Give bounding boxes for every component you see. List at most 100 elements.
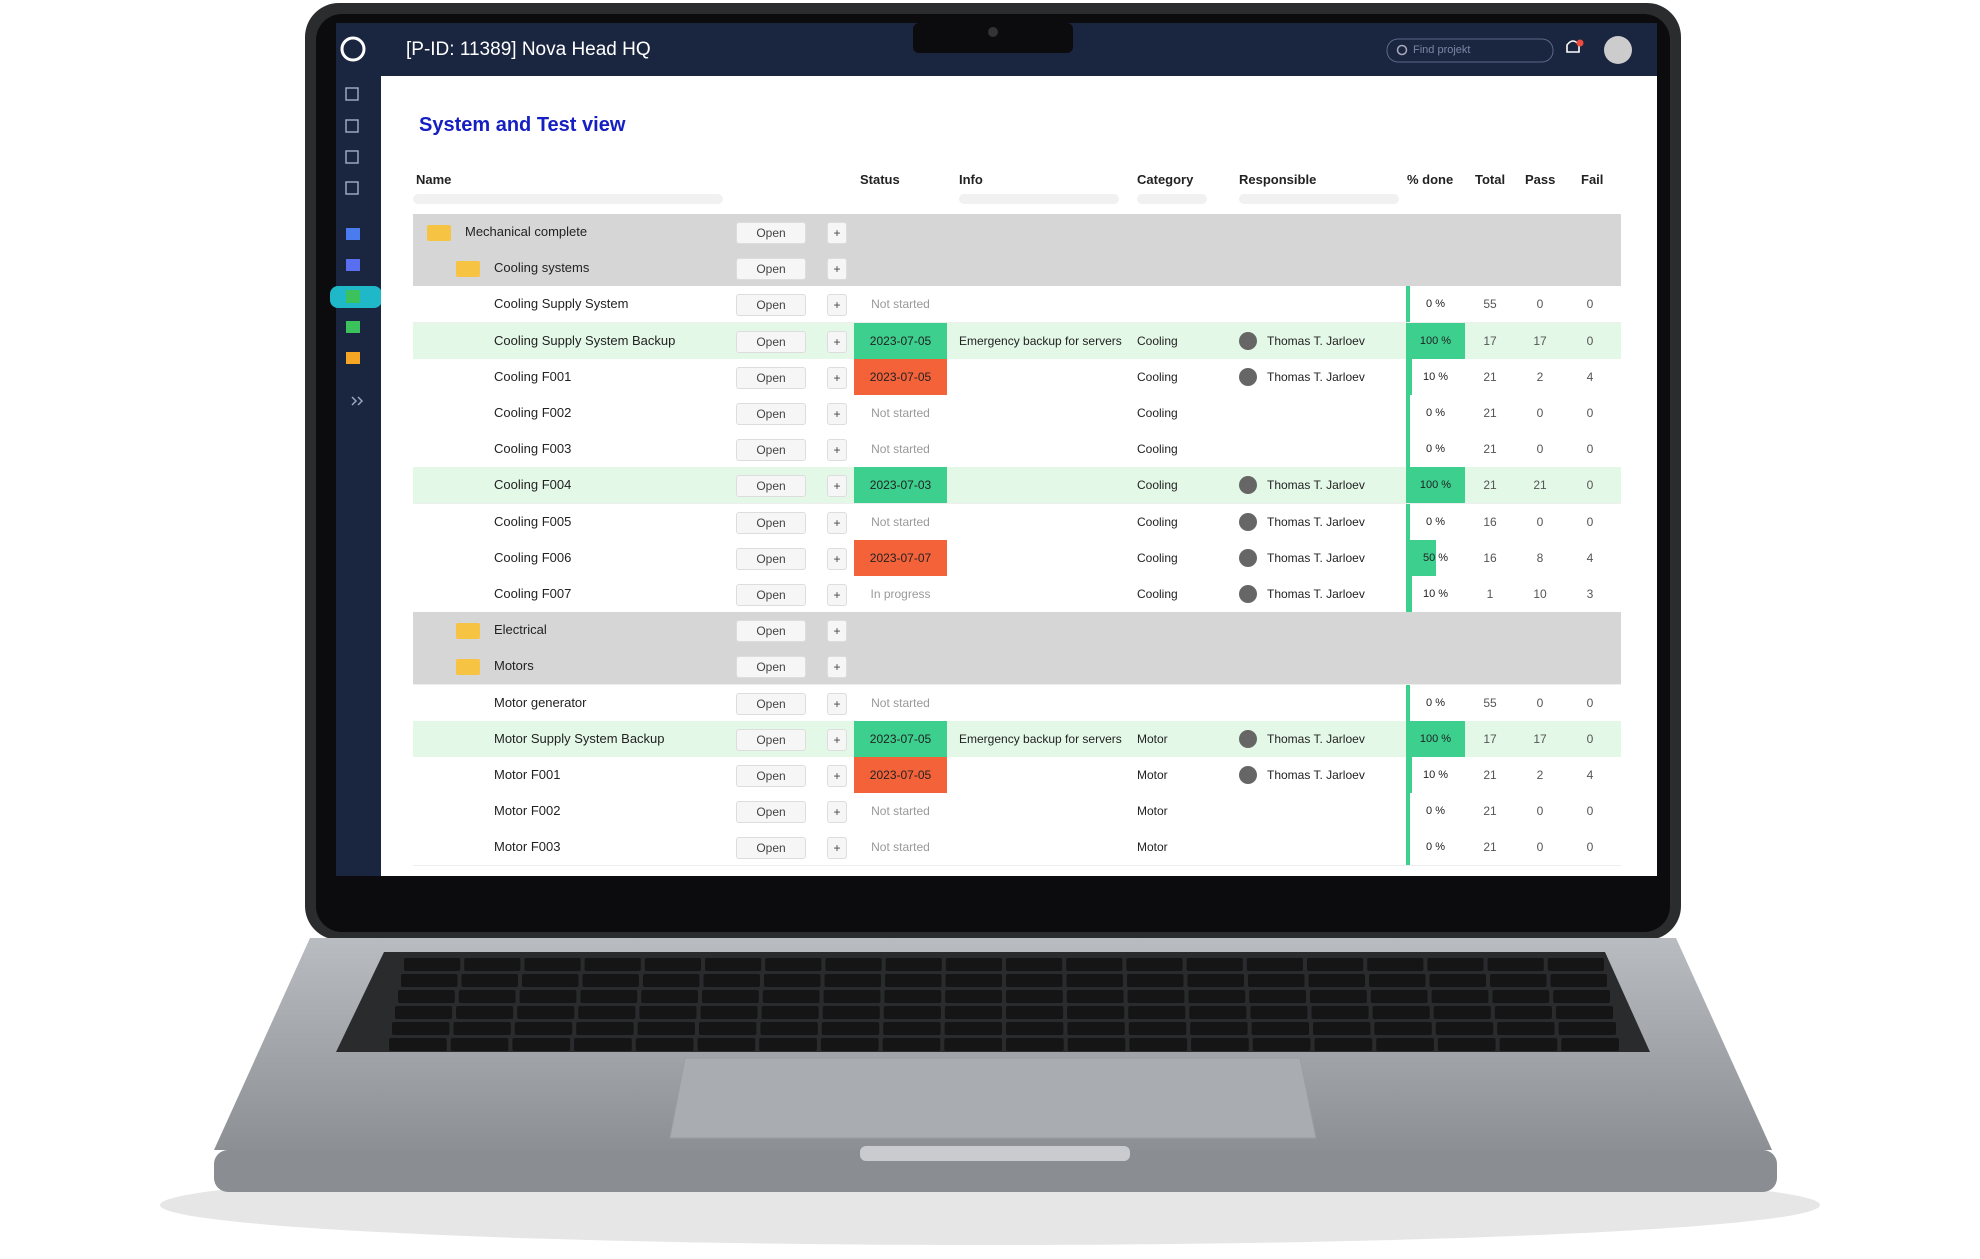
row-name[interactable]: Cooling F007 (494, 586, 572, 601)
add-button[interactable]: + (827, 403, 847, 425)
key (1372, 1006, 1430, 1019)
add-button[interactable]: + (827, 656, 847, 679)
open-button[interactable]: Open (736, 801, 806, 824)
key (1437, 1038, 1496, 1051)
done-cell: 100 % (1406, 720, 1465, 757)
column-filter[interactable] (1137, 194, 1207, 204)
open-button[interactable]: Open (736, 656, 806, 679)
column-filter[interactable] (959, 194, 1119, 204)
open-button[interactable]: Open (736, 439, 806, 462)
row-name[interactable]: Cooling systems (494, 260, 590, 276)
key (404, 958, 461, 971)
key (883, 1006, 941, 1019)
add-button[interactable]: + (827, 222, 847, 244)
row-name[interactable]: Cooling F001 (494, 368, 572, 384)
row-name[interactable]: Cooling F004 (494, 477, 572, 493)
row-name[interactable]: Cooling Supply System Backup (494, 332, 676, 348)
key (1126, 958, 1183, 971)
row-name[interactable]: Motor Supply System Backup (494, 730, 665, 746)
pass: 0 (1536, 442, 1544, 457)
row-name[interactable]: Mechanical complete (465, 224, 588, 239)
row-name[interactable]: Cooling F002 (494, 405, 572, 420)
key (637, 1022, 695, 1035)
open-button[interactable]: Open (736, 330, 806, 353)
key (1561, 1038, 1619, 1051)
category: Motor (1137, 804, 1168, 819)
row-name[interactable]: Motors (494, 658, 534, 674)
add-button[interactable]: + (827, 366, 847, 389)
open-button[interactable]: Open (736, 692, 806, 715)
status: Not started (871, 406, 930, 420)
key (759, 1038, 817, 1051)
search-box[interactable]: Find projekt (1413, 44, 1470, 56)
info: Emergency backup for servers (959, 333, 1122, 348)
done-bar (1406, 793, 1410, 830)
column-filter[interactable] (1239, 194, 1399, 204)
responsible: Thomas T. Jarloev (1267, 514, 1365, 529)
key (1553, 990, 1610, 1003)
open-button[interactable]: Open (736, 765, 806, 787)
column-filter[interactable] (413, 194, 723, 204)
open-button[interactable]: Open (736, 511, 806, 534)
done-label: 0 % (1426, 407, 1445, 419)
row-name[interactable]: Motor F001 (494, 767, 561, 782)
category: Motor (1137, 768, 1168, 782)
key (461, 974, 518, 987)
key (1499, 1038, 1558, 1051)
open-button[interactable]: Open (736, 837, 806, 860)
done-cell: 100 % (1406, 467, 1465, 504)
system-row: Cooling Supply System Backup Open +2023-07… (413, 322, 1621, 360)
add-button[interactable]: + (827, 837, 847, 860)
add-button[interactable]: + (827, 620, 847, 643)
key (1067, 1006, 1125, 1019)
row-name[interactable]: Cooling Supply System (494, 296, 629, 312)
open-button[interactable]: Open (736, 403, 806, 425)
open-button[interactable]: Open (736, 366, 806, 389)
open-button[interactable]: Open (736, 475, 806, 498)
category: Cooling (1137, 333, 1178, 348)
key (1307, 958, 1364, 971)
category: Cooling (1137, 587, 1178, 601)
category: Cooling (1137, 478, 1178, 493)
row-name[interactable]: Motor F002 (494, 803, 561, 819)
add-button[interactable]: + (827, 547, 847, 570)
key (1066, 990, 1124, 1003)
row-name[interactable]: Motor generator (494, 694, 587, 710)
done-label: 100 % (1419, 334, 1452, 347)
row-name[interactable]: Electrical (494, 622, 547, 638)
open-button[interactable]: Open (736, 294, 806, 317)
open-button[interactable]: Open (736, 584, 806, 606)
folder-row: Cooling systems Open + (413, 250, 1621, 288)
add-button[interactable]: + (827, 584, 847, 606)
add-button[interactable]: + (827, 511, 847, 534)
add-button[interactable]: + (827, 439, 847, 462)
row-name[interactable]: Cooling F003 (494, 441, 572, 457)
key (524, 958, 581, 971)
add-button[interactable]: + (827, 475, 847, 498)
done-label: 10 % (1422, 370, 1449, 383)
open-button[interactable]: Open (736, 258, 806, 281)
open-button[interactable]: Open (736, 222, 806, 244)
avatar (1239, 367, 1257, 386)
key (1369, 974, 1426, 987)
add-button[interactable]: + (827, 294, 847, 317)
pass: 0 (1536, 804, 1544, 819)
row-name[interactable]: Cooling F005 (494, 513, 572, 529)
open-button[interactable]: Open (736, 728, 806, 751)
row-name[interactable]: Motor F003 (494, 839, 561, 855)
system-row: Cooling F002 Open + Not started Cooling 0 % 21… (413, 395, 1621, 432)
add-button[interactable]: + (827, 330, 847, 353)
add-button[interactable]: + (827, 765, 847, 787)
pass: 0 (1536, 695, 1544, 710)
fail: 0 (1586, 297, 1594, 312)
open-button[interactable]: Open (736, 547, 806, 570)
add-button[interactable]: + (827, 258, 847, 281)
done-bar (1406, 539, 1436, 576)
add-button[interactable]: + (827, 692, 847, 715)
key (825, 958, 882, 971)
key (699, 1022, 757, 1035)
add-button[interactable]: + (827, 801, 847, 824)
add-button[interactable]: + (827, 728, 847, 751)
row-name[interactable]: Cooling F006 (494, 549, 572, 565)
open-button[interactable]: Open (736, 620, 806, 643)
